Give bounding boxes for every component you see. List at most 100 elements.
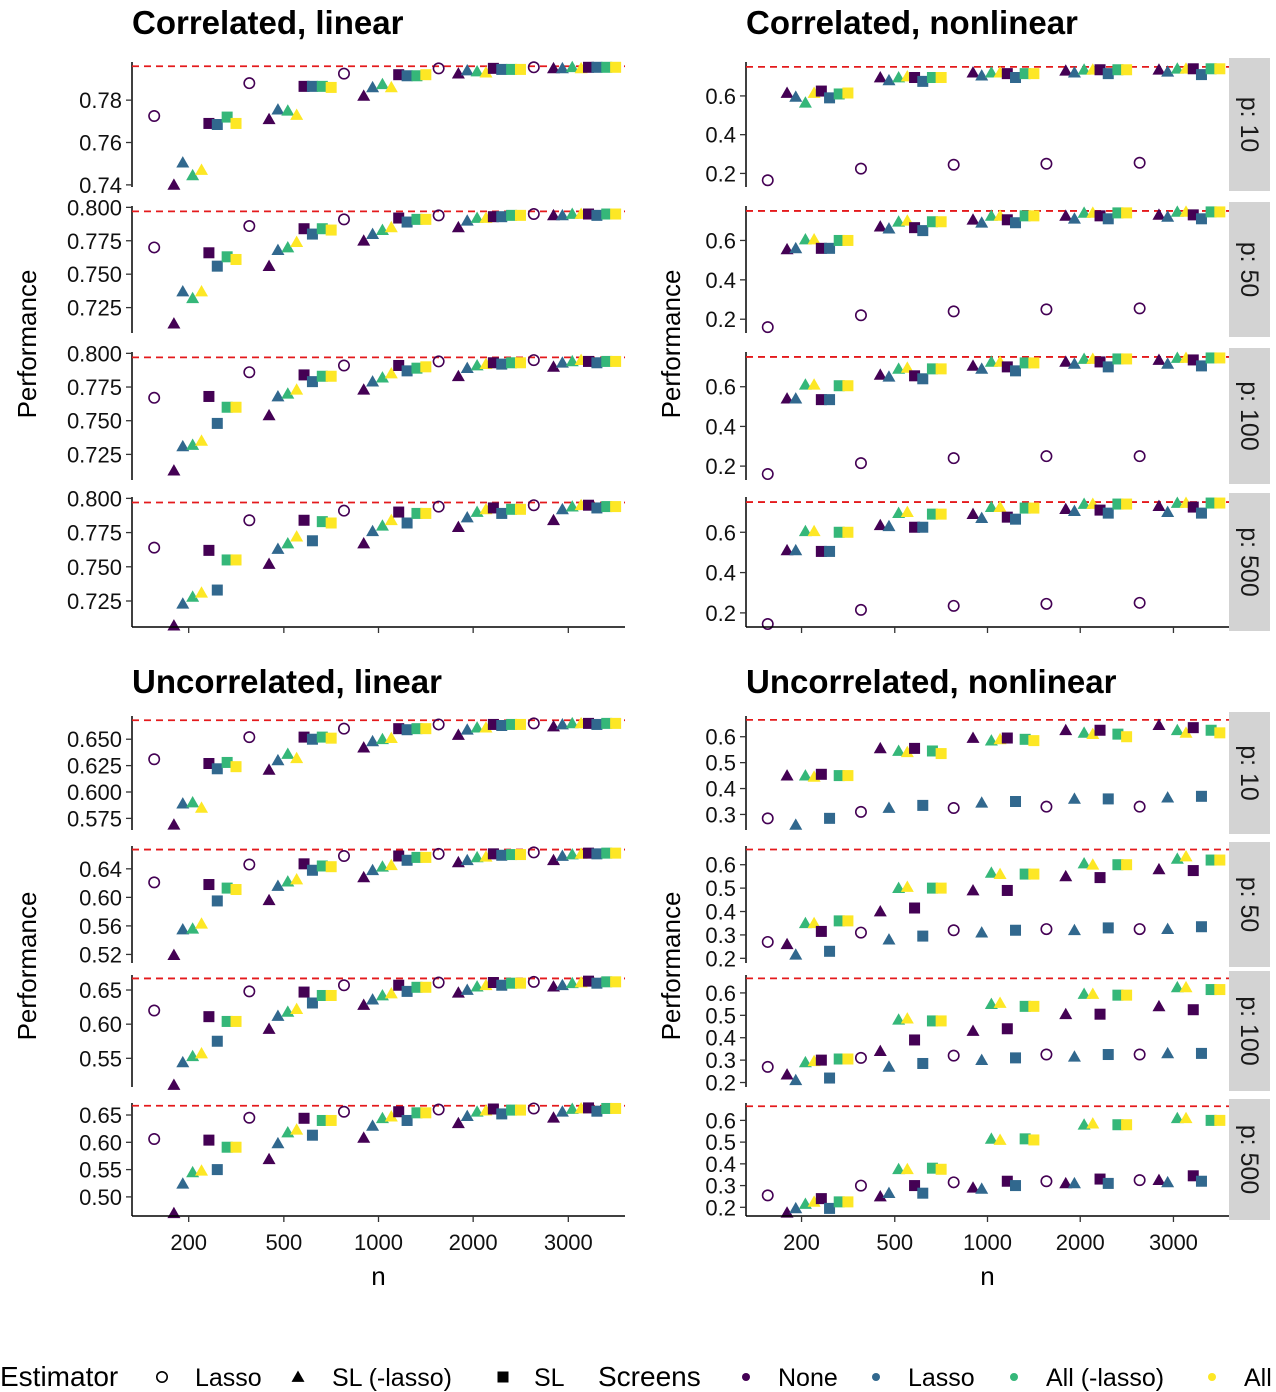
facet-strip-label: p: 500: [1235, 1125, 1263, 1195]
marker-sl: [591, 357, 603, 369]
marker-sl: [842, 915, 854, 927]
marker-sl-minus-lasso: [451, 1116, 465, 1129]
marker-sl-minus-lasso: [176, 439, 190, 452]
marker-sl: [211, 260, 223, 272]
marker-lasso-estimator: [243, 514, 256, 527]
marker-sl-minus-lasso: [176, 1177, 190, 1189]
marker-sl: [221, 1015, 233, 1027]
marker-sl: [917, 930, 929, 942]
marker-sl: [815, 85, 827, 97]
y-tick-label: 0.4: [705, 777, 736, 802]
marker-sl: [926, 1162, 938, 1174]
panel: 0.2 0.4 0.6 p: 100: [705, 348, 1270, 484]
marker-sl: [411, 1107, 423, 1119]
marker-sl-minus-lasso: [1170, 1111, 1184, 1124]
marker-sl-minus-lasso: [555, 717, 569, 730]
marker-sl-minus-lasso: [555, 1105, 569, 1117]
y-tick-label: 0.725: [67, 442, 122, 467]
marker-sl: [420, 69, 432, 81]
marker-sl-minus-lasso: [167, 178, 181, 190]
marker-lasso-estimator: [854, 603, 867, 616]
marker-sl: [1102, 507, 1114, 519]
marker-sl-minus-lasso: [357, 998, 371, 1010]
marker-sl-minus-lasso: [271, 389, 285, 402]
marker-sl: [1187, 354, 1199, 366]
marker-sl: [1019, 733, 1031, 745]
marker-sl-minus-lasso: [290, 1123, 304, 1135]
x-axis-label: n: [980, 1261, 994, 1291]
marker-lasso-estimator: [947, 1049, 960, 1062]
marker-sl-minus-lasso: [470, 850, 484, 863]
marker-sl-minus-lasso: [966, 883, 980, 896]
x-tick-label: 2000: [449, 1230, 498, 1255]
marker-lasso-estimator: [854, 457, 867, 470]
marker-sl-minus-lasso: [780, 1206, 794, 1218]
marker-sl: [842, 770, 854, 782]
facet-strip-label: p: 10: [1235, 97, 1263, 153]
y-tick-label: 0.4: [705, 1152, 736, 1177]
marker-sl: [926, 216, 938, 228]
panel: 0.20.30.40.50.6 p: 50: [705, 842, 1270, 971]
marker-sl-minus-lasso: [167, 948, 181, 961]
marker-lasso-estimator: [854, 1051, 867, 1064]
marker-sl-minus-lasso: [460, 214, 474, 226]
marker-sl-minus-lasso: [807, 524, 821, 537]
marker-sl-minus-lasso: [375, 77, 389, 90]
marker-sl: [411, 507, 423, 519]
marker-sl: [306, 733, 318, 745]
marker-sl: [833, 234, 845, 246]
marker-sl: [583, 847, 595, 859]
y-tick-label: 0.5: [705, 876, 736, 901]
marker-sl: [909, 1180, 921, 1192]
marker-sl: [401, 985, 413, 997]
x-tick-label: 1000: [963, 1230, 1012, 1255]
marker-lasso-estimator: [1040, 1048, 1053, 1061]
marker-sl: [1112, 64, 1124, 76]
marker-sl: [1214, 63, 1226, 75]
marker-sl: [842, 1053, 854, 1065]
marker-lasso-estimator: [1133, 1048, 1146, 1061]
marker-sl-minus-lasso: [262, 893, 276, 906]
marker-sl: [1001, 1023, 1013, 1035]
marker-sl: [909, 1034, 921, 1046]
facet-strip: [1229, 348, 1270, 484]
marker-sl: [1102, 1049, 1114, 1061]
y-tick-label: 0.56: [79, 914, 122, 939]
legend-label: Lasso: [908, 1364, 975, 1392]
marker-sl: [1195, 213, 1207, 225]
marker-sl-minus-lasso: [271, 1136, 285, 1149]
marker-sl-minus-lasso: [975, 1182, 989, 1194]
marker-sl-minus-lasso: [1161, 210, 1175, 222]
y-tick-label: 0.775: [67, 229, 122, 254]
marker-lasso-estimator: [243, 731, 256, 744]
marker-sl-minus-lasso: [547, 208, 561, 221]
marker-sl-minus-lasso: [357, 741, 371, 753]
marker-sl-minus-lasso: [780, 1068, 794, 1080]
y-tick-label: 0.750: [67, 555, 122, 580]
marker-sl: [1010, 72, 1022, 84]
marker-sl-minus-lasso: [984, 355, 998, 367]
marker-sl-minus-lasso: [1067, 66, 1081, 78]
marker-sl: [221, 882, 233, 894]
marker-lasso-estimator: [1133, 800, 1146, 813]
marker-sl: [1102, 1177, 1114, 1189]
marker-lasso-estimator: [1133, 1174, 1146, 1187]
marker-sl: [1214, 497, 1226, 509]
marker-sl-minus-lasso: [176, 156, 190, 168]
y-tick-label: 0.3: [705, 1048, 736, 1073]
marker-sl-minus-lasso: [290, 873, 304, 885]
marker-sl-minus-lasso: [195, 285, 209, 297]
marker-sl: [935, 1015, 947, 1027]
marker-sl-minus-lasso: [798, 96, 812, 108]
marker-sl: [211, 1164, 223, 1176]
marker-sl: [211, 895, 223, 907]
marker-lasso-estimator: [761, 1060, 774, 1073]
x-tick-label: 3000: [544, 1230, 593, 1255]
marker-sl: [496, 979, 508, 991]
marker-sl: [306, 376, 318, 388]
y-tick-label: 0.60: [79, 885, 122, 910]
y-tick-label: 0.800: [67, 341, 122, 366]
marker-lasso-estimator: [761, 1189, 774, 1202]
marker-lasso-estimator: [527, 717, 540, 730]
marker-sl-minus-lasso: [807, 232, 821, 245]
